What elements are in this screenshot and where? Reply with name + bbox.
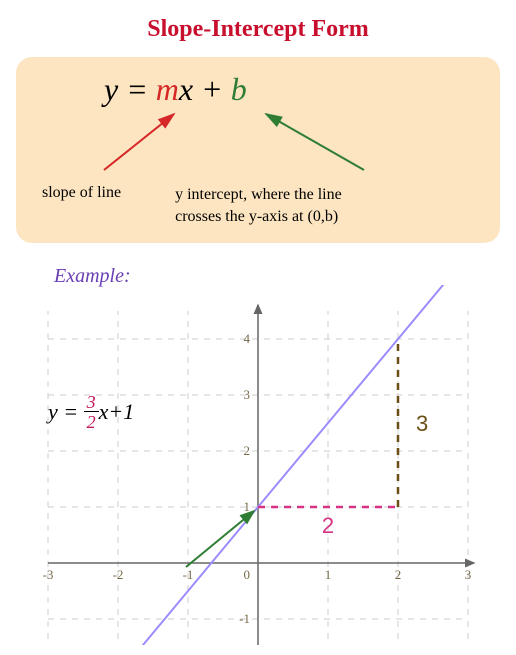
svg-text:0: 0 [244,567,251,582]
example-section: Example: y = 32x+1 -3-2-1123-11234023 [20,265,496,645]
svg-text:-2: -2 [113,567,124,582]
svg-text:-3: -3 [43,567,54,582]
svg-text:3: 3 [465,567,472,582]
svg-text:2: 2 [244,443,251,458]
svg-text:3: 3 [244,387,251,402]
slope-label: slope of line [34,184,121,227]
svg-text:-1: -1 [239,611,250,626]
eq-equals: = [118,71,156,107]
eq-y: y [104,71,118,107]
intercept-label: y intercept, where the line crosses the … [121,184,482,227]
svg-text:2: 2 [322,513,334,538]
svg-text:-1: -1 [183,567,194,582]
eq-x: x [179,71,193,107]
formula-box: y = mx + b slope of line y intercept, wh… [16,57,500,243]
main-equation: y = mx + b [34,71,482,108]
slope-arrow [104,114,174,170]
arrows-svg [34,108,494,184]
eq-plus: + [193,71,231,107]
eq-m: m [156,71,179,107]
labels-row: slope of line y intercept, where the lin… [34,184,482,227]
intercept-label-l1: y intercept, where the line [175,186,342,203]
intercept-label-l2: crosses the y-axis at (0,b) [175,208,338,225]
svg-text:3: 3 [416,411,428,436]
svg-text:2: 2 [395,567,402,582]
page-title: Slope-Intercept Form [10,16,506,43]
title-text: Slope-Intercept Form [147,16,369,42]
graph-svg: -3 -2 -1 1 2 3 -1 1 2 3 4 0 2 3 [20,285,496,645]
arrows-area [34,108,482,184]
svg-text:1: 1 [244,499,251,514]
svg-text:1: 1 [325,567,332,582]
intercept-arrow [266,114,364,170]
eq-b: b [231,71,247,107]
svg-text:4: 4 [244,331,251,346]
